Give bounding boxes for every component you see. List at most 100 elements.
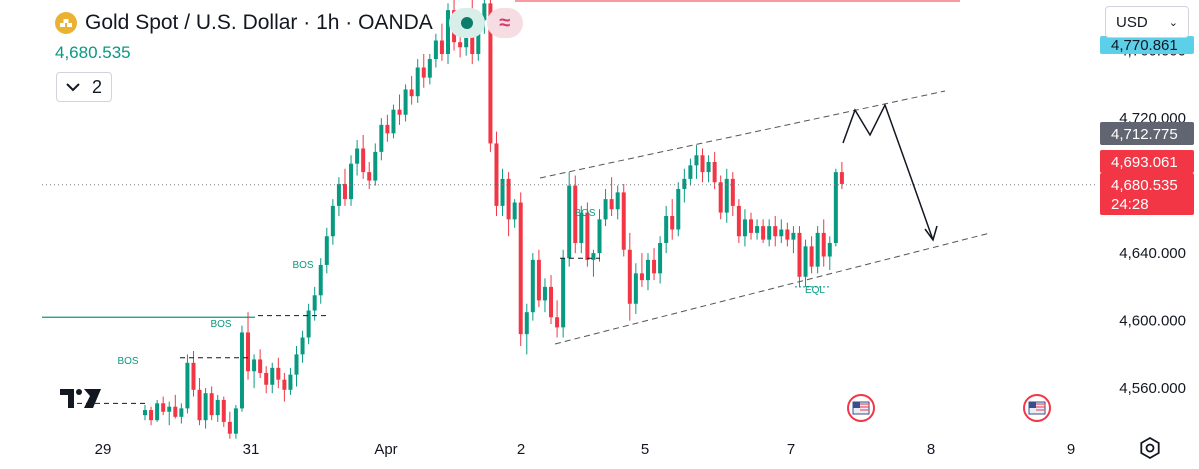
candle-body (427, 59, 432, 78)
market-open-indicator[interactable] (448, 8, 485, 38)
candle-body (264, 372, 269, 385)
candle-body (742, 219, 747, 237)
x-tick-label: Apr (374, 441, 397, 458)
last-price: 4,680.535 (55, 43, 131, 62)
candle-body (724, 178, 729, 213)
candle-body (645, 259, 650, 281)
candle-body (330, 205, 335, 237)
us-flag-canton-icon (853, 402, 860, 408)
candle-body (161, 403, 166, 412)
candle-body (361, 148, 366, 173)
eql-label: EQL (805, 285, 825, 296)
candle-body (155, 403, 160, 421)
candle-body (803, 246, 808, 277)
price-label-box (1100, 36, 1194, 54)
price-axis[interactable] (1098, 0, 1199, 469)
candle-body (379, 124, 384, 152)
candle-body (197, 389, 202, 421)
price-label-text: 4,693.061 (1111, 154, 1178, 171)
candle-body (579, 212, 584, 243)
candle-body (252, 359, 257, 372)
x-tick-label: 5 (641, 441, 649, 458)
candle-body (797, 232, 802, 277)
candle-body (621, 192, 626, 250)
data-delay-indicator[interactable]: ≈ (486, 8, 523, 38)
x-tick-label: 7 (787, 441, 795, 458)
candle-body (518, 202, 523, 335)
projection-arrow-icon (924, 225, 938, 242)
candle-body (730, 178, 735, 206)
candle-body (439, 40, 444, 54)
candle-body (385, 124, 390, 134)
chevron-down-icon: ⌄ (1168, 16, 1178, 29)
market-open-dot-icon (460, 17, 473, 29)
candle-body (209, 393, 214, 416)
candle-body (718, 182, 723, 213)
candle-body (591, 253, 596, 260)
indicators-toggle-button[interactable]: 2 (56, 72, 112, 102)
chevron-down-icon (66, 82, 80, 91)
bos-label: BOS (210, 319, 231, 330)
symbol-header[interactable]: Gold Spot / U.S. Dollar · 1h · OANDA ≈ (55, 8, 523, 38)
price-label-text: 4,680.535 (1111, 177, 1178, 194)
us-flag-canton-icon (1029, 402, 1036, 408)
price-label-box (1100, 192, 1194, 215)
tradingview-logo-icon (60, 389, 74, 408)
candle-body (821, 232, 826, 257)
candle-body (712, 162, 717, 183)
candle-body (700, 155, 705, 173)
candle-body (258, 359, 263, 373)
candle-body (827, 243, 832, 257)
currency-select[interactable]: USD ⌄ (1105, 6, 1189, 38)
candle-body (203, 393, 208, 421)
candle-body (615, 192, 620, 210)
candle-body (512, 202, 517, 220)
candle-body (336, 183, 341, 206)
market-status[interactable]: ≈ (448, 8, 523, 38)
projection-path (842, 103, 934, 241)
candle-body (276, 367, 281, 380)
candle-body (682, 178, 687, 189)
indicators-count: 2 (91, 76, 102, 97)
candle-body (373, 151, 378, 181)
candle-body (833, 172, 838, 243)
candle-body (318, 264, 323, 296)
candle-body (761, 226, 766, 240)
candle-body (670, 216, 675, 230)
candle-body (270, 367, 275, 385)
candle-body (785, 229, 790, 240)
candle-body (736, 205, 741, 237)
candle-body (809, 246, 814, 267)
candle-body (652, 259, 657, 274)
candle-body (300, 337, 305, 355)
candle-body (676, 189, 681, 230)
candle-body (597, 219, 602, 254)
candle-body (494, 143, 499, 206)
tradingview-logo-dot-icon (76, 389, 82, 395)
y-tick-label: 4,640.000 (1119, 245, 1186, 262)
candle-body (791, 232, 796, 240)
candle-body (179, 408, 184, 417)
candle-body (221, 399, 226, 422)
candle-body (779, 229, 784, 237)
candle-body (191, 362, 196, 390)
candle-body (306, 310, 311, 338)
channel-upper-line (539, 90, 946, 179)
candle-body (749, 219, 753, 233)
candle-body (567, 185, 572, 259)
candle-body (506, 178, 511, 220)
candle-body (542, 286, 547, 301)
candle-body (573, 185, 578, 243)
settings-icon[interactable] (1138, 436, 1162, 460)
price-label-box (1100, 122, 1194, 145)
y-tick-label: 4,600.000 (1119, 313, 1186, 330)
candle-body (227, 421, 232, 434)
candle-body (233, 408, 238, 434)
candle-body (773, 226, 778, 237)
price-label-text: 4,770.861 (1111, 37, 1178, 54)
candle-body (239, 332, 244, 409)
price-label-box (1100, 150, 1194, 173)
price-label-text: 24:28 (1111, 196, 1149, 213)
bos-label: BOS (292, 260, 313, 271)
